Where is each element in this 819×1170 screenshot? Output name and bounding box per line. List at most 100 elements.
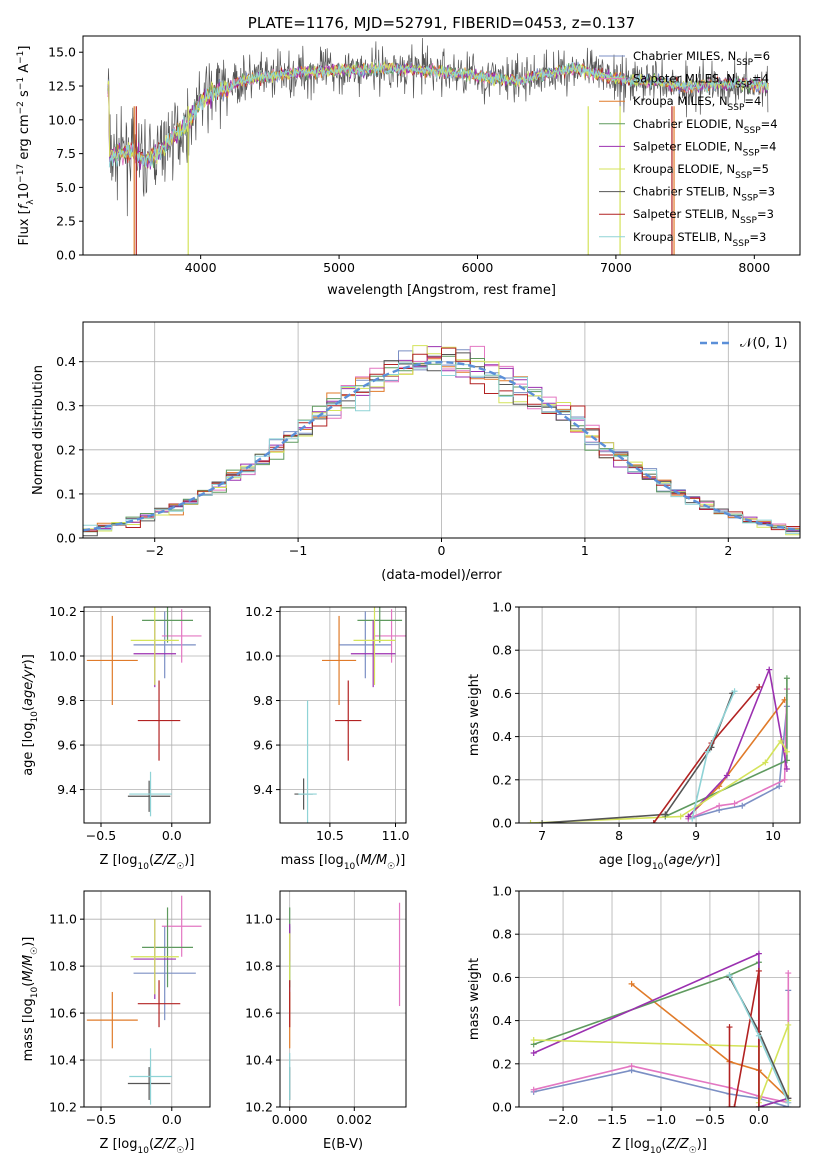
legend: 𝒩(0, 1) bbox=[700, 336, 787, 351]
y-tick-label: 0.4 bbox=[492, 729, 512, 744]
x-tick-label: −1 bbox=[289, 543, 307, 558]
label-part: )] bbox=[21, 654, 36, 664]
y-tick-label: 1.0 bbox=[492, 884, 512, 899]
y-tick-label: 9.4 bbox=[253, 782, 273, 797]
weight-line-4 bbox=[664, 678, 788, 818]
x-axis-label: Z [log10(Z/Z☉)] bbox=[100, 1137, 195, 1156]
x-tick-label: 0.0 bbox=[749, 1112, 769, 1127]
label-part: ☉ bbox=[387, 862, 395, 872]
error-point-8 bbox=[137, 980, 181, 1028]
error-point-9 bbox=[129, 771, 172, 817]
error-point-1 bbox=[133, 926, 196, 1021]
y-tick-label: 1.0 bbox=[492, 600, 512, 615]
error-point-8 bbox=[335, 680, 362, 761]
panel-2-axes: −0.5 0.0 9.4 9.6 9.8 10.0 10.2 bbox=[49, 604, 210, 843]
panel-7-axes: −2.0 −1.5 −1.0 −0.5 0.0 0.0 0.2 0.4 0.6 0.8 1.0 bbox=[492, 884, 800, 1127]
weight-marker bbox=[628, 1062, 635, 1069]
y-tick-label: 9.8 bbox=[253, 693, 273, 708]
error-point-2 bbox=[161, 609, 202, 663]
weight-line-7 bbox=[542, 693, 734, 823]
label-part: ( bbox=[355, 853, 360, 868]
label-part: 10 bbox=[17, 183, 32, 200]
error-point-1 bbox=[339, 611, 392, 679]
label-part: Kroupa STELIB, N bbox=[633, 230, 733, 244]
weight-line-8 bbox=[728, 970, 760, 1107]
weight-line-3 bbox=[631, 983, 789, 1099]
x-tick-label: −2 bbox=[145, 543, 163, 558]
error-point-9 bbox=[129, 1048, 172, 1105]
x-tick-label: 2 bbox=[724, 543, 732, 558]
label-part: SSP bbox=[728, 103, 745, 113]
label-part: −17 bbox=[16, 164, 26, 183]
weight-marker bbox=[726, 1024, 733, 1031]
error-point-6 bbox=[130, 607, 179, 685]
weight-marker bbox=[755, 950, 762, 957]
weight-marker bbox=[685, 813, 692, 820]
spectrum-7 bbox=[107, 37, 769, 217]
weight-marker bbox=[662, 811, 669, 818]
error-point-6 bbox=[130, 919, 179, 995]
error-point-1 bbox=[133, 611, 196, 679]
weight-marker bbox=[776, 783, 783, 790]
x-tick-label: −2.0 bbox=[548, 1112, 578, 1127]
y-tick-label: 10.2 bbox=[245, 604, 273, 619]
x-tick-label: 0.000 bbox=[272, 1112, 308, 1127]
weight-marker bbox=[716, 802, 723, 809]
y-axis-label: Flux [fλ10−17 erg cm−2 s−1 A−1] bbox=[16, 46, 36, 246]
y-tick-label: 15.0 bbox=[48, 45, 76, 60]
x-tick-label: −1.0 bbox=[646, 1112, 676, 1127]
label-part: 10 bbox=[137, 862, 149, 872]
label-part: ( bbox=[149, 1137, 154, 1152]
weight-marker bbox=[785, 1099, 792, 1106]
label-part: Chabrier STELIB, N bbox=[633, 185, 741, 199]
label-part: Flux [ bbox=[17, 209, 32, 245]
label-part: SSP bbox=[733, 239, 750, 249]
error-bars bbox=[294, 607, 406, 823]
y-tick-label: 0.0 bbox=[492, 816, 512, 831]
label-part: SSP bbox=[735, 81, 752, 91]
label-part: ( bbox=[21, 982, 36, 987]
panel-2-frame bbox=[83, 606, 211, 824]
x-tick-label: −1.5 bbox=[597, 1112, 627, 1127]
legend-entry: Salpeter ELODIE, NSSP=4 bbox=[633, 139, 776, 158]
x-tick-label: 8000 bbox=[738, 260, 770, 275]
x-tick-label: 7000 bbox=[600, 260, 632, 275]
x-axis-label: Z [log10(Z/Z☉)] bbox=[100, 853, 195, 872]
weight-marker bbox=[530, 1037, 537, 1044]
label-part: Chabrier ELODIE, N bbox=[633, 117, 744, 131]
label-part: =4 bbox=[760, 139, 777, 153]
label-part: mass [log bbox=[21, 998, 36, 1061]
spectrum-lines bbox=[107, 37, 769, 255]
label-part: Z/Z bbox=[153, 853, 177, 868]
y-tick-label: 9.4 bbox=[57, 782, 77, 797]
label-part: )] bbox=[184, 853, 194, 868]
panel-6-frame bbox=[279, 890, 407, 1108]
label-part: Kroupa MILES, N bbox=[633, 94, 728, 108]
x-axis-label: (data-model)/error bbox=[381, 568, 502, 583]
label-part: Kroupa ELODIE, N bbox=[633, 162, 735, 176]
weight-line-5 bbox=[687, 666, 788, 818]
y-tick-label: 0.6 bbox=[492, 686, 512, 701]
label-part: f bbox=[17, 202, 32, 209]
label-part: SSP bbox=[740, 216, 757, 226]
x-tick-label: −0.5 bbox=[86, 828, 116, 843]
label-part: age [log bbox=[21, 723, 36, 776]
error-point-9 bbox=[298, 700, 317, 823]
y-tick-label: 10.4 bbox=[49, 1053, 77, 1068]
y-tick-label: 0.1 bbox=[56, 486, 76, 501]
x-tick-label: 9 bbox=[692, 828, 700, 843]
label-part: ☉ bbox=[689, 1146, 697, 1156]
label-part: A bbox=[17, 64, 32, 77]
y-axis-label: mass weight bbox=[467, 958, 482, 1040]
error-point-3 bbox=[322, 615, 357, 705]
label-part: =3 bbox=[749, 230, 766, 244]
weight-marker bbox=[726, 1104, 733, 1107]
weight-marker bbox=[539, 820, 546, 823]
weight-marker bbox=[689, 815, 696, 822]
legend-entry: Salpeter MILES, NSSP=4 bbox=[633, 72, 769, 91]
label-part: ( bbox=[21, 706, 36, 711]
label-part: Z [log bbox=[100, 853, 138, 868]
y-tick-label: 9.6 bbox=[253, 738, 273, 753]
y-tick-label: 10.8 bbox=[245, 959, 273, 974]
label-part: −1 bbox=[16, 77, 26, 90]
